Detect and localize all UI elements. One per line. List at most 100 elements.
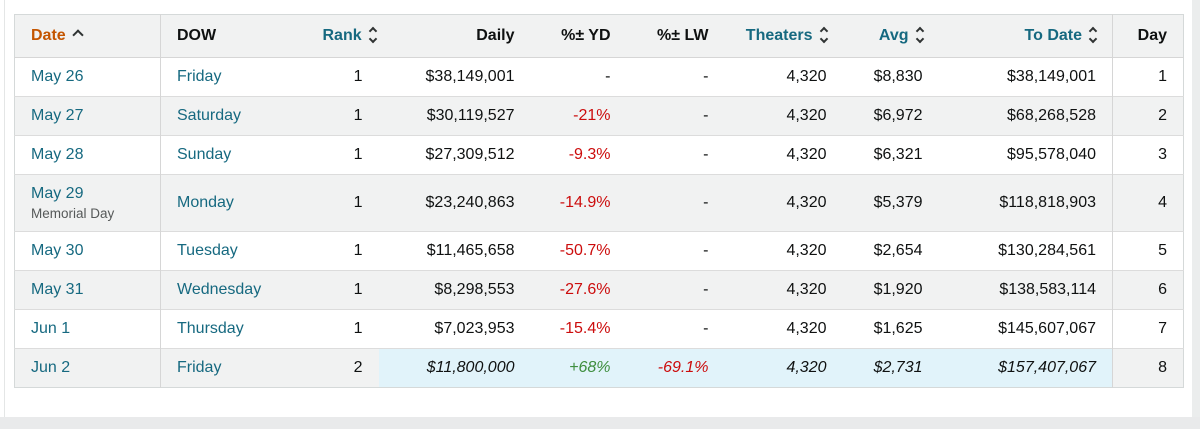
col-header-date[interactable]: Date [14, 14, 161, 58]
dow-link[interactable]: Friday [177, 359, 222, 376]
date-link[interactable]: May 26 [31, 68, 84, 85]
cell-rank: 1 [306, 174, 379, 232]
cell-daily: $27,309,512 [379, 136, 531, 175]
cell-day: 8 [1112, 348, 1184, 388]
cell-pct_yd: -9.3% [531, 136, 627, 175]
col-header-dow: DOW [160, 14, 307, 58]
cell-theaters: 4,320 [725, 136, 843, 175]
cell-value-pct_lw: - [703, 281, 709, 298]
sort-toggle-icon [368, 26, 377, 44]
cell-dow: Monday [160, 174, 307, 232]
cell-day: 7 [1112, 309, 1184, 349]
cell-value-to_date: $145,607,067 [998, 320, 1096, 337]
col-header-avg[interactable]: Avg [842, 14, 939, 58]
col-header-label-rank: Rank [322, 27, 362, 44]
cell-value-rank: 2 [353, 359, 363, 376]
cell-date: May 30 [14, 231, 161, 271]
daily-box-office-table-wrap: Date DOW Rank Daily %± YD %± LW Theaters Avg To … [14, 14, 1184, 388]
cell-pct_lw: - [626, 270, 725, 310]
cell-value-rank: 1 [353, 107, 363, 124]
cell-dow: Saturday [160, 96, 307, 136]
dow-link[interactable]: Saturday [177, 107, 242, 124]
cell-pct_lw: - [627, 310, 725, 349]
cell-value-to_date: $157,407,067 [998, 359, 1096, 376]
page-right-gutter [1192, 0, 1200, 429]
cell-rank: 2 [306, 348, 379, 388]
cell-pct_lw: - [627, 136, 725, 175]
cell-value-day: 4 [1158, 194, 1167, 211]
col-header-pct_lw: %± LW [626, 14, 725, 58]
col-header-theaters[interactable]: Theaters [724, 14, 843, 58]
table-row: Jun 1 Thursday 1 $7,023,953 -15.4% - 4,320 $1,6… [14, 309, 1184, 349]
cell-date: Jun 2 [14, 348, 161, 388]
date-link[interactable]: May 31 [31, 281, 84, 298]
table-header-row: Date DOW Rank Daily %± YD %± LW Theaters Avg To … [14, 14, 1184, 58]
date-note: Memorial Day [31, 206, 115, 221]
cell-theaters: 4,320 [724, 270, 843, 310]
cell-to_date: $118,818,903 [938, 174, 1113, 232]
cell-to_date: $138,583,114 [938, 270, 1113, 310]
cell-value-pct_lw: - [703, 320, 709, 337]
cell-daily: $11,800,000 [378, 348, 531, 388]
col-header-to_date[interactable]: To Date [938, 14, 1113, 58]
cell-dow: Friday [161, 58, 307, 97]
table-row: May 30 Tuesday 1 $11,465,658 -50.7% - 4,320 $2,… [14, 231, 1184, 271]
cell-date: Jun 1 [14, 309, 161, 349]
cell-to_date: $68,268,528 [938, 96, 1113, 136]
dow-link[interactable]: Wednesday [177, 281, 262, 298]
cell-rank: 1 [307, 58, 379, 97]
date-link[interactable]: May 30 [31, 242, 84, 259]
cell-value-rank: 1 [353, 242, 363, 259]
dow-link[interactable]: Monday [177, 194, 234, 211]
cell-value-theaters: 4,320 [786, 68, 827, 85]
cell-value-pct_yd: -14.9% [559, 194, 611, 211]
cell-value-theaters: 4,320 [786, 242, 827, 259]
cell-value-avg: $5,379 [873, 194, 923, 211]
cell-value-pct_lw: -69.1% [657, 359, 709, 376]
date-link[interactable]: May 27 [31, 107, 84, 124]
cell-value-pct_yd: -15.4% [559, 320, 611, 337]
cell-value-rank: 1 [353, 194, 363, 211]
dow-link[interactable]: Friday [177, 68, 222, 85]
date-link[interactable]: May 29 [31, 185, 84, 202]
sort-toggle-icon [915, 26, 924, 44]
col-header-label-theaters: Theaters [745, 27, 813, 44]
cell-value-avg: $1,920 [873, 281, 923, 298]
sort-ascending-icon [72, 29, 84, 41]
table-row: May 31 Wednesday 1 $8,298,553 -27.6% - 4,320 $1… [14, 270, 1184, 310]
cell-to_date: $130,284,561 [939, 232, 1113, 271]
cell-avg: $2,654 [843, 232, 939, 271]
cell-value-pct_yd: +68% [569, 359, 611, 376]
cell-value-theaters: 4,320 [786, 320, 827, 337]
date-link[interactable]: Jun 2 [31, 359, 71, 376]
cell-value-avg: $6,972 [873, 107, 923, 124]
cell-value-day: 6 [1158, 281, 1167, 298]
cell-date: May 29 Memorial Day [14, 174, 161, 232]
cell-value-daily: $38,149,001 [425, 68, 515, 85]
date-link[interactable]: May 28 [31, 146, 84, 163]
dow-link[interactable]: Tuesday [177, 242, 238, 259]
cell-pct_yd: -27.6% [530, 270, 627, 310]
cell-to_date: $145,607,067 [939, 310, 1113, 349]
cell-avg: $2,731 [842, 348, 939, 388]
cell-avg: $8,830 [843, 58, 939, 97]
cell-daily: $11,465,658 [379, 232, 531, 271]
cell-value-theaters: 4,320 [786, 281, 827, 298]
dow-link[interactable]: Thursday [177, 320, 244, 337]
table-row: May 27 Saturday 1 $30,119,527 -21% - 4,320 $6,9… [14, 96, 1184, 136]
cell-theaters: 4,320 [724, 348, 843, 388]
col-header-pct_yd: %± YD [530, 14, 627, 58]
daily-box-office-table: Date DOW Rank Daily %± YD %± LW Theaters Avg To … [14, 14, 1184, 388]
cell-value-pct_lw: - [703, 107, 709, 124]
dow-link[interactable]: Sunday [177, 146, 232, 163]
table-row: May 26 Friday 1 $38,149,001 - - 4,320 $8,830 $38… [14, 57, 1184, 97]
cell-value-avg: $2,654 [873, 242, 923, 259]
col-header-rank[interactable]: Rank [306, 14, 379, 58]
cell-avg: $6,972 [842, 96, 939, 136]
date-link[interactable]: Jun 1 [31, 320, 71, 337]
cell-value-daily: $7,023,953 [434, 320, 515, 337]
cell-daily: $8,298,553 [378, 270, 531, 310]
cell-value-pct_lw: - [703, 146, 709, 163]
cell-day: 3 [1112, 135, 1184, 175]
col-header-daily: Daily [378, 14, 531, 58]
